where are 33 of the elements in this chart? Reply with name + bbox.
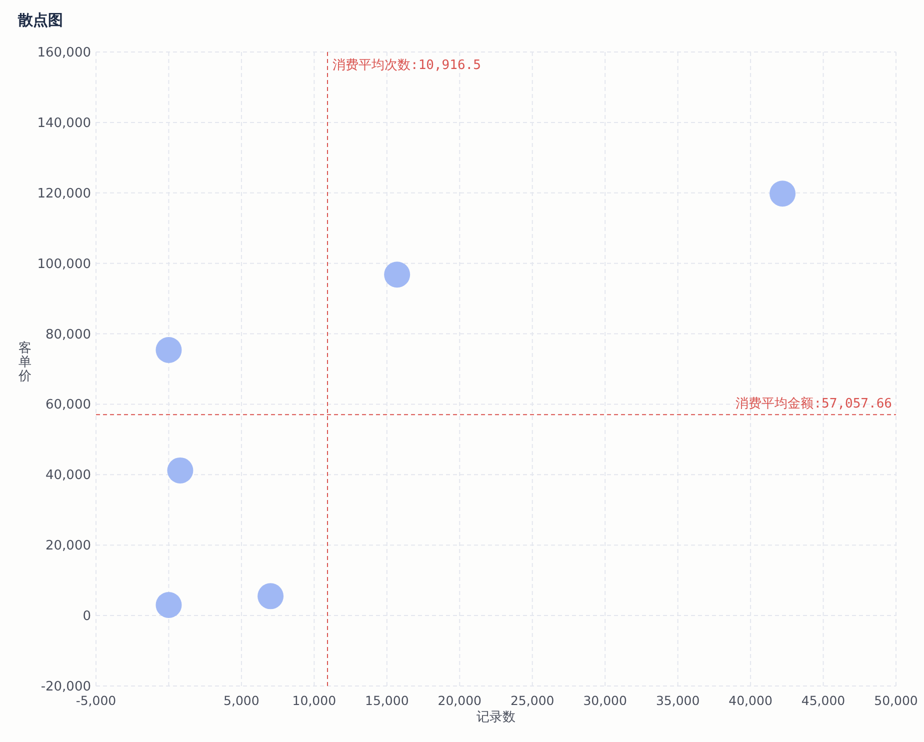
ref-line-label: 消费平均次数:10,916.5 bbox=[332, 58, 481, 73]
y-tick-label: 40,000 bbox=[46, 468, 91, 484]
ref-line-label: 消费平均金额:57,057.66 bbox=[736, 396, 892, 412]
y-tick-label: 0 bbox=[82, 609, 91, 624]
y-tick-label: 140,000 bbox=[37, 116, 91, 131]
y-axis-title: 客单价 bbox=[18, 340, 32, 384]
y-tick-label: 160,000 bbox=[37, 46, 91, 60]
point bbox=[770, 180, 796, 207]
point bbox=[156, 336, 182, 363]
x-tick-label: 40,000 bbox=[728, 693, 772, 708]
y-tick-label: 100,000 bbox=[37, 256, 91, 272]
chart-title: 散点图 bbox=[17, 11, 63, 29]
point bbox=[156, 592, 182, 618]
x-tick-label: 35,000 bbox=[656, 693, 700, 708]
point bbox=[258, 583, 284, 610]
x-axis-title: 记录数 bbox=[476, 710, 516, 725]
y-tick-label: 60,000 bbox=[46, 398, 91, 413]
x-tick-label: 30,000 bbox=[583, 693, 627, 708]
y-tick-label: 120,000 bbox=[37, 186, 91, 202]
point bbox=[167, 457, 194, 484]
x-tick-label: 45,000 bbox=[801, 693, 846, 708]
x-tick-label: -5,000 bbox=[76, 693, 116, 708]
x-tick-label: 50,000 bbox=[874, 693, 918, 708]
x-tick-label: 15,000 bbox=[365, 693, 409, 708]
x-tick-label: 20,000 bbox=[438, 693, 482, 708]
x-tick-label: 25,000 bbox=[510, 693, 554, 708]
x-tick-label: 10,000 bbox=[292, 693, 336, 708]
y-tick-label: -20,000 bbox=[40, 680, 91, 694]
point bbox=[384, 262, 410, 288]
y-tick-label: 20,000 bbox=[46, 538, 91, 554]
y-tick-label: 80,000 bbox=[46, 327, 91, 342]
chart: 散点图 -5,000 5,000 10,000 15,000 20,000 25,000 30,000 35,000 40,000 45,000 50,000 -20,000 0 20,000 40,000 60,000 80,000 100,000 120,000 140,000 160,000 记录数 客单价 消费平均次数:10,916.5 消费平均金额:57,057.66 bbox=[18, 11, 918, 725]
x-tick-label: 5,000 bbox=[224, 693, 260, 708]
